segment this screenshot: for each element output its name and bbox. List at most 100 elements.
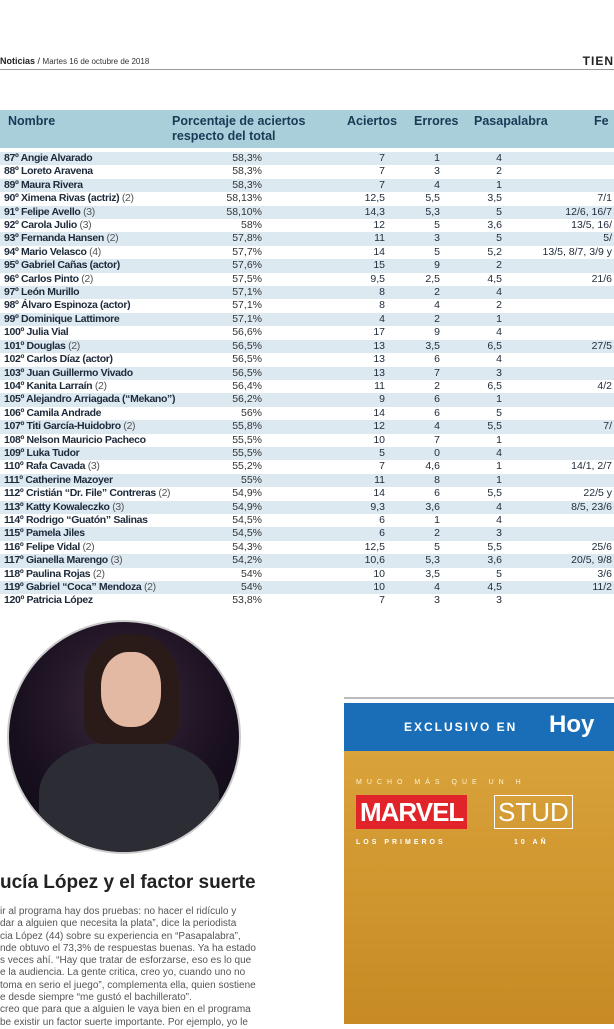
errores-cell: 4 bbox=[434, 581, 440, 593]
table-row: 98º Álvaro Espinoza (actor) 57,1% 8 4 2 bbox=[0, 299, 614, 312]
article-line: e la audiencia. La gente critica, creo y… bbox=[0, 967, 246, 979]
percentage-cell: 57,1% bbox=[232, 299, 262, 312]
table-row: 115º Pamela Jiles 54,5% 6 2 3 bbox=[0, 527, 614, 541]
appearance-count: (2) bbox=[82, 540, 95, 553]
marvel-advertisement[interactable]: EXCLUSIVO EN Hoy MUCHO MÁS QUE UN H MARV… bbox=[344, 697, 614, 1024]
contestant-name: 108º Nelson Mauricio Pacheco bbox=[0, 434, 215, 447]
fecha-cell: 11/2 bbox=[592, 581, 612, 593]
percentage-cell: 53,8% bbox=[232, 594, 262, 607]
appearance-count: (2) bbox=[121, 192, 134, 205]
name-text: 91º Felipe Avello bbox=[4, 205, 81, 218]
percentage-cell: 57,6% bbox=[232, 259, 262, 272]
fecha-cell bbox=[502, 594, 614, 607]
contestant-name: 118º Paulina Rojas (2) bbox=[0, 568, 215, 581]
name-text: 106º Camila Andrade bbox=[4, 406, 102, 419]
percentage-cell: 58,13% bbox=[226, 192, 262, 205]
pasapalabra-cell: 4,5 bbox=[487, 581, 502, 593]
article-line: cia López (44) sobre su experiencia en “… bbox=[0, 930, 241, 942]
pasapalabra-cell: 5,5 bbox=[487, 487, 502, 500]
percentage-cell: 56% bbox=[240, 406, 262, 419]
table-row: 112º Cristián “Dr. File” Contreras (2) 54… bbox=[0, 487, 614, 500]
studios-logo: STUD bbox=[494, 795, 573, 829]
contestant-name: 91º Felipe Avello (3) bbox=[0, 206, 215, 219]
article-title: ucía López y el factor suerte bbox=[0, 872, 256, 893]
aciertos-cell: 14,3 bbox=[364, 205, 385, 218]
errores-cell: 2 bbox=[434, 286, 440, 299]
col-name: Nombre bbox=[8, 114, 56, 128]
appearance-count: (2) bbox=[92, 567, 105, 580]
table-row: 99º Dominique Lattimore 57,1% 4 2 1 bbox=[0, 312, 614, 327]
contestant-name: 115º Pamela Jiles bbox=[0, 527, 215, 540]
article-line: ir al programa hay dos pruebas: no hacer… bbox=[0, 906, 237, 917]
name-text: 109º Luka Tudor bbox=[4, 446, 80, 459]
photo-figure-face bbox=[101, 652, 161, 727]
table-row: 101º Douglas (2) 56,5% 13 3,5 6,5 27/5 bbox=[0, 339, 614, 354]
errores-cell: 5 bbox=[434, 540, 440, 553]
table-row: 111º Catherine Mazoyer 55% 11 8 1 bbox=[0, 473, 614, 488]
newspaper-brand: TIEN bbox=[582, 54, 614, 68]
errores-cell: 6 bbox=[434, 353, 440, 366]
contestant-name: 96º Carlos Pinto (2) bbox=[0, 273, 215, 286]
name-text: 114º Rodrigo “Guatón” Salinas bbox=[4, 513, 148, 526]
aciertos-cell: 10 bbox=[373, 567, 385, 580]
fecha-cell bbox=[502, 152, 614, 165]
table-row: 100º Julia Vial 56,6% 17 9 4 bbox=[0, 326, 614, 339]
pasapalabra-cell: 1 bbox=[496, 393, 502, 406]
name-text: 98º Álvaro Espinoza (actor) bbox=[4, 299, 131, 312]
ranking-table: Nombre Porcentaje de aciertos respecto de… bbox=[0, 110, 614, 608]
contestant-name: 107º Titi García-Huidobro (2) bbox=[0, 420, 215, 433]
name-text: 93º Fernanda Hansen bbox=[4, 232, 104, 245]
aciertos-cell: 6 bbox=[379, 513, 385, 526]
errores-cell: 1 bbox=[434, 152, 440, 164]
percentage-cell: 56,6% bbox=[232, 326, 262, 339]
table-row: 118º Paulina Rojas (2) 54% 10 3,5 5 3/6 bbox=[0, 568, 614, 581]
col-pasapalabra: Pasapalabra bbox=[474, 114, 548, 128]
errores-cell: 4,6 bbox=[425, 460, 440, 473]
name-text: 87º Angie Alvarado bbox=[4, 152, 93, 164]
pasapalabra-cell: 4 bbox=[496, 353, 502, 366]
fecha-cell: 13/5, 16/ bbox=[571, 219, 612, 232]
ad-banner: EXCLUSIVO EN Hoy bbox=[344, 703, 614, 751]
fecha-cell: 25/6 bbox=[591, 540, 612, 553]
errores-cell: 6 bbox=[434, 393, 440, 406]
errores-cell: 5,3 bbox=[425, 554, 440, 567]
table-row: 90º Ximena Rivas (actriz) (2) 58,13% 12,5 5… bbox=[0, 192, 614, 205]
fecha-cell bbox=[502, 393, 614, 406]
name-text: 119º Gabriel “Coca” Mendoza bbox=[4, 581, 142, 593]
percentage-cell: 55,5% bbox=[232, 446, 262, 459]
errores-cell: 8 bbox=[434, 473, 440, 486]
contestant-name: 119º Gabriel “Coca” Mendoza (2) bbox=[0, 581, 215, 594]
percentage-cell: 54,3% bbox=[232, 540, 262, 553]
errores-cell: 5,3 bbox=[425, 205, 440, 218]
portrait-photo bbox=[7, 620, 241, 854]
table-row: 117º Gianella Marengo (3) 54,2% 10,6 5,3 3,6… bbox=[0, 554, 614, 568]
percentage-cell: 55% bbox=[240, 473, 262, 486]
name-text: 92º Carola Julio bbox=[4, 219, 77, 232]
percentage-cell: 54% bbox=[240, 581, 262, 593]
contestant-name: 120º Patricia López bbox=[0, 594, 215, 607]
aciertos-cell: 6 bbox=[379, 527, 385, 540]
pasapalabra-cell: 2 bbox=[496, 165, 502, 178]
pasapalabra-cell: 3,6 bbox=[487, 554, 502, 567]
errores-cell: 0 bbox=[434, 446, 440, 459]
table-row: 116º Felipe Vidal (2) 54,3% 12,5 5 5,5 25/6 bbox=[0, 541, 614, 554]
name-text: 95º Gabriel Cañas (actor) bbox=[4, 259, 120, 272]
fecha-cell bbox=[502, 326, 614, 339]
errores-cell: 2 bbox=[434, 527, 440, 540]
article-line: nde obtuvo el 73,3% de respuestas buenas… bbox=[0, 942, 256, 954]
percentage-cell: 57,5% bbox=[232, 272, 262, 285]
name-text: 115º Pamela Jiles bbox=[4, 527, 85, 540]
name-text: 107º Titi García-Huidobro bbox=[4, 420, 121, 433]
pasapalabra-cell: 4 bbox=[496, 513, 502, 526]
table-row: 114º Rodrigo “Guatón” Salinas 54,5% 6 1 4 bbox=[0, 514, 614, 527]
errores-cell: 1 bbox=[434, 513, 440, 526]
aciertos-cell: 12,5 bbox=[364, 192, 385, 205]
percentage-cell: 56,2% bbox=[232, 393, 262, 406]
fecha-cell bbox=[502, 407, 614, 420]
fecha-cell: 27/5 bbox=[591, 339, 612, 352]
name-text: 104º Kanita Larraín bbox=[4, 379, 93, 392]
aciertos-cell: 13 bbox=[373, 339, 385, 352]
errores-cell: 3,6 bbox=[425, 500, 440, 513]
errores-cell: 7 bbox=[434, 433, 440, 446]
pasapalabra-cell: 1 bbox=[496, 178, 502, 191]
